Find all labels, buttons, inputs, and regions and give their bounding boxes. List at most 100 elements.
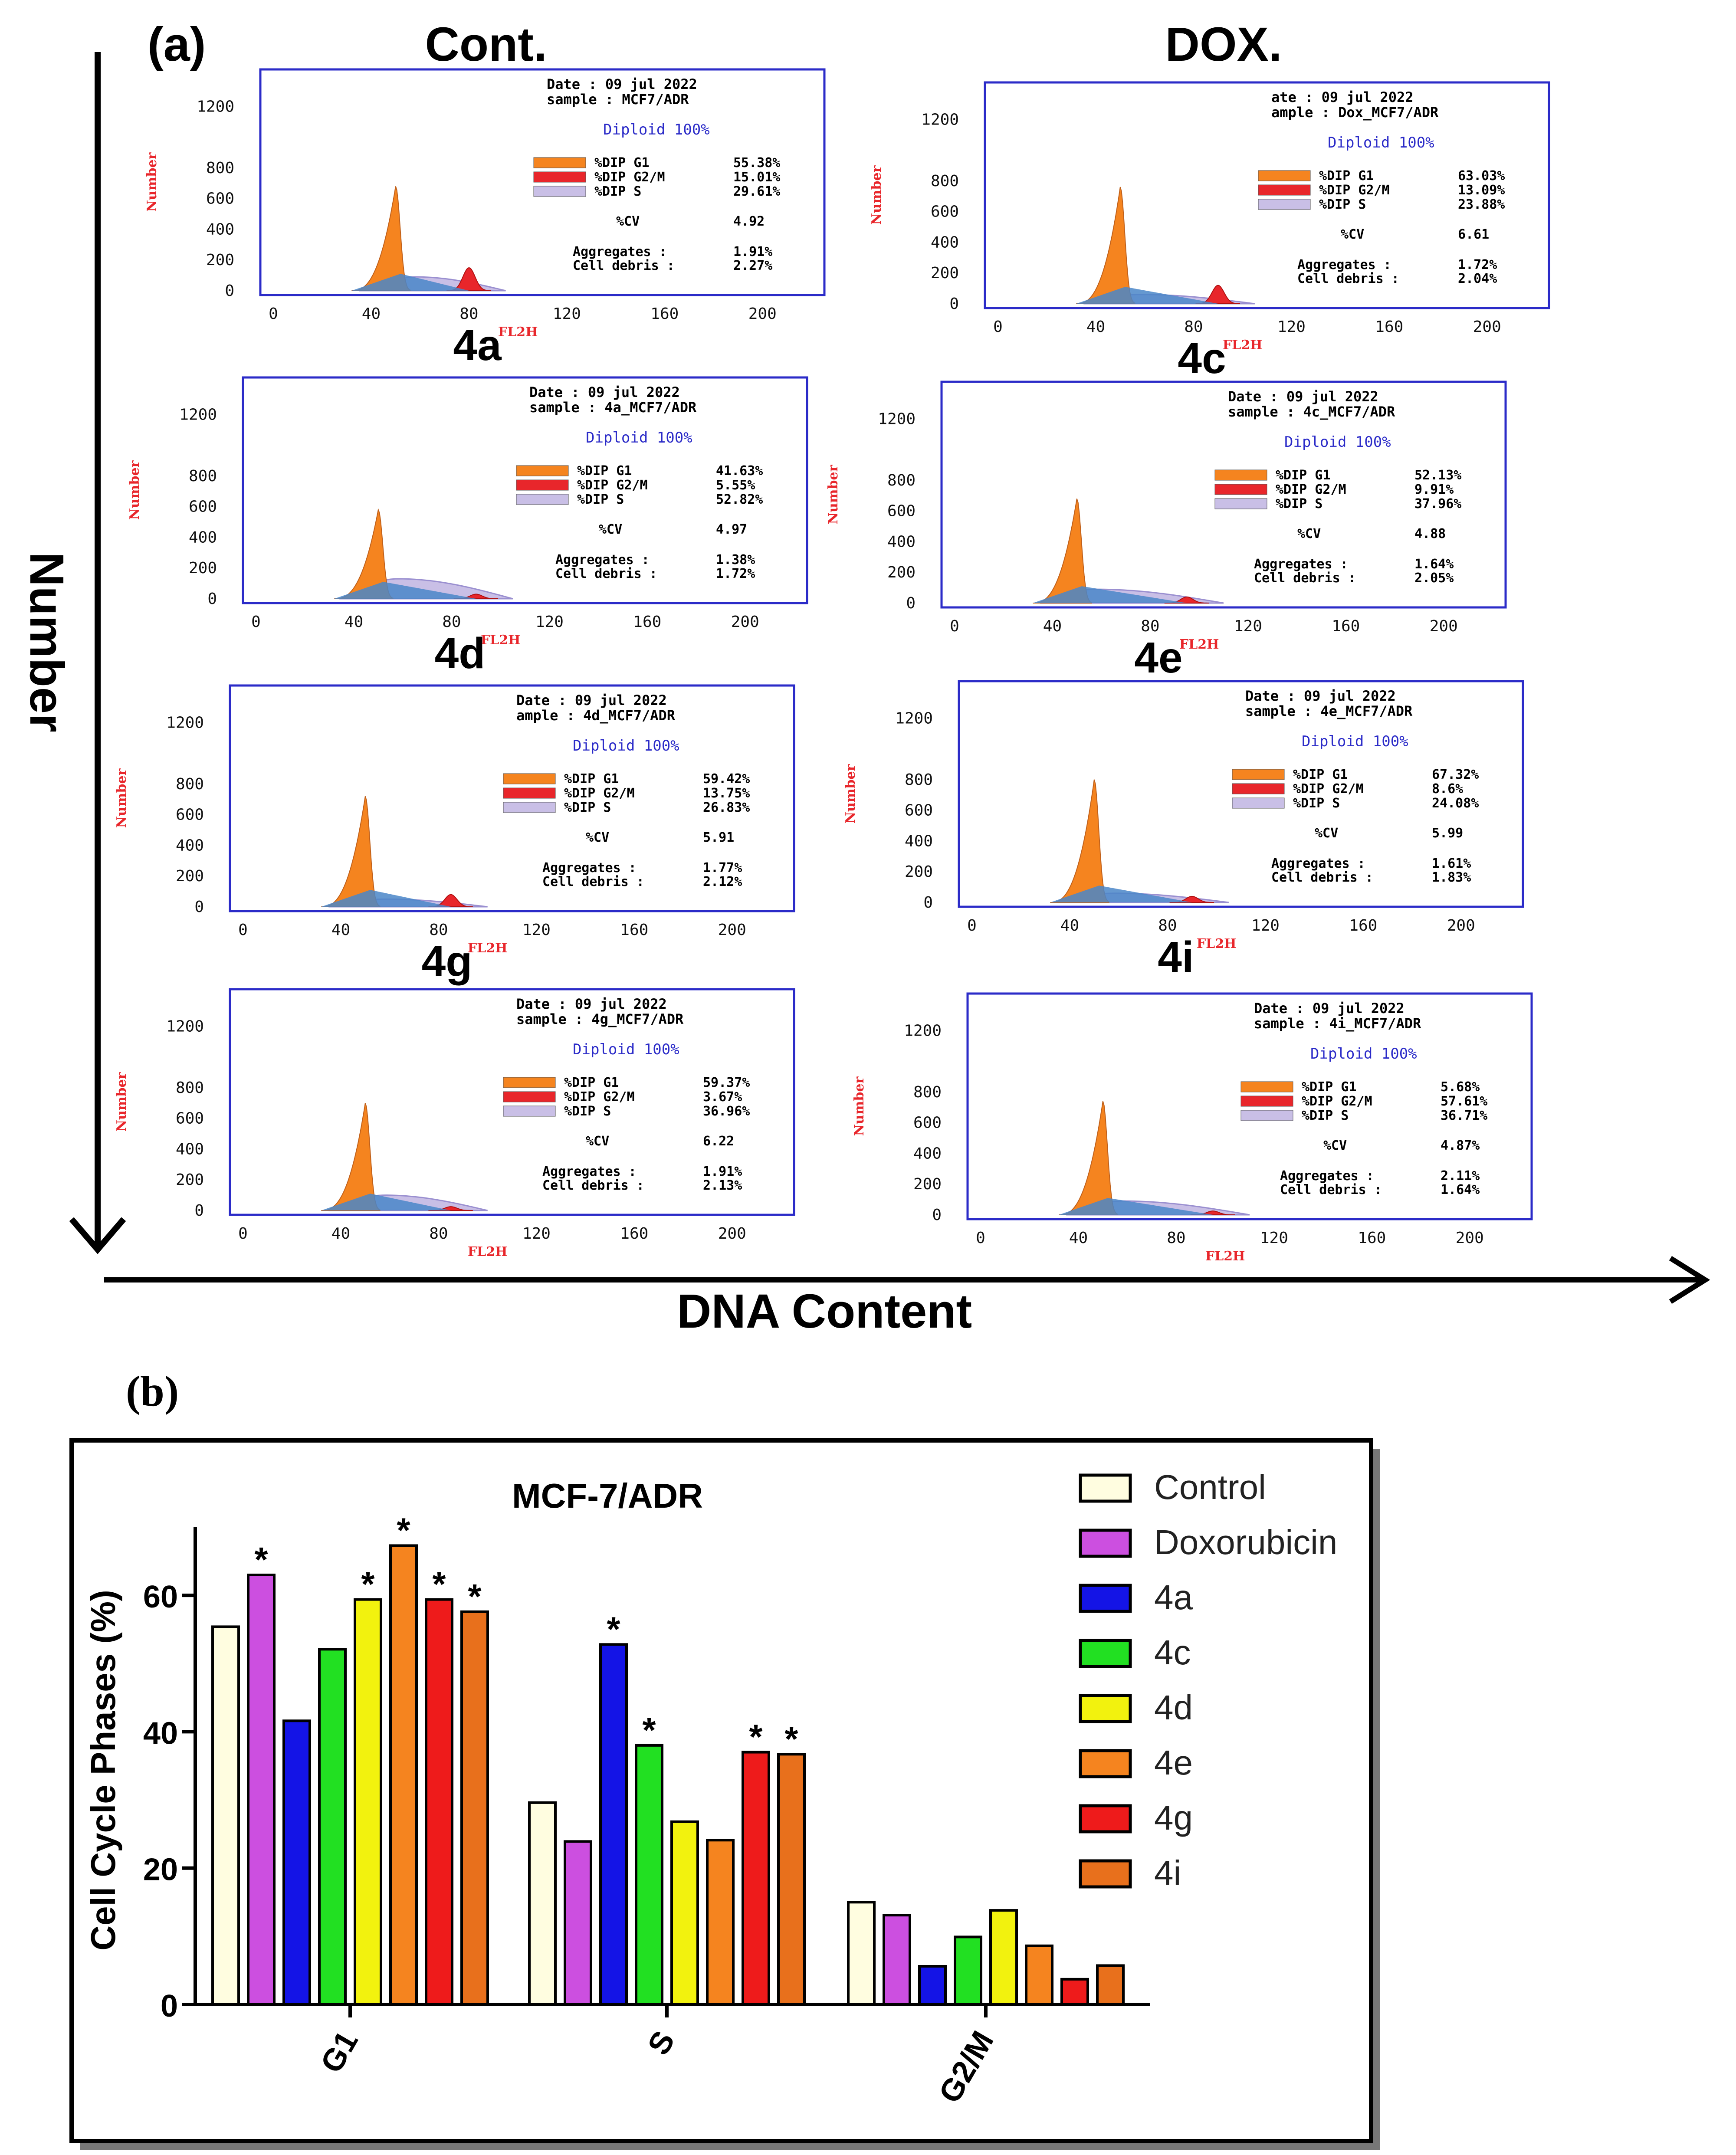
y-tick-label: 800 [176, 1079, 204, 1097]
y-tick-label: 1200 [166, 714, 204, 731]
chart-legend: Control Doxorubicin 4a 4c 4d 4e 4g 4i [1079, 1468, 1337, 1892]
x-tick-label: 200 [718, 921, 746, 939]
y-tick-label: 1200 [197, 98, 234, 115]
y-axis-arrowhead [69, 1217, 126, 1254]
row-label-g1: %DIP G1 [577, 463, 632, 479]
legend-swatch-g2m [503, 1091, 556, 1102]
x-tick-label: 0 [238, 1225, 248, 1243]
bar-4e-g2m [1025, 1944, 1053, 2006]
chart-y-label: Cell Cycle Phases (%) [84, 1590, 122, 1950]
legend-label: 4g [1154, 1798, 1193, 1837]
row-label-cv: %CV [599, 522, 622, 537]
bar-4g-s [742, 1751, 770, 2006]
x-axis-title: DNA Content [677, 1285, 972, 1338]
y-axis-small-label: Number [114, 768, 129, 828]
row-value-debris: 1.72% [716, 566, 755, 581]
x-tick-label: 120 [1251, 917, 1280, 935]
row-label-s: %DIP S [594, 184, 641, 199]
bar-4d-g1 [354, 1598, 382, 2006]
legend-swatch-g1 [533, 157, 586, 168]
row-value-g2m: 8.6% [1432, 781, 1463, 797]
legend-swatch-g1 [503, 1077, 556, 1088]
debris-baseline-area [1076, 287, 1218, 304]
y-tick-label: 600 [887, 502, 916, 520]
x-axis-small-label: FL2H [1197, 936, 1237, 951]
y-tick-label: 600 [206, 190, 234, 208]
row-label-debris: Cell debris : [542, 874, 644, 889]
row-value-cv: 4.88 [1414, 526, 1446, 541]
histogram-date: Date : 09 jul 2022 [1245, 688, 1396, 704]
bar-4d-s [670, 1820, 699, 2006]
row-value-g2m: 57.61% [1441, 1094, 1487, 1109]
y-axis-small-label: Number [869, 165, 884, 225]
x-tick-label: 0 [238, 921, 248, 939]
significance-star: * [749, 1718, 763, 1756]
row-label-g1: %DIP G1 [1293, 767, 1348, 782]
x-tick-label: 200 [1473, 318, 1501, 336]
bar-4c-g2m [954, 1935, 982, 2006]
row-value-cv: 6.22 [703, 1134, 734, 1149]
y-tick-label: 600 [905, 802, 933, 820]
histogram-date: Date : 09 jul 2022 [1254, 1000, 1405, 1017]
row-value-cv: 4.87% [1441, 1138, 1480, 1153]
x-axis-arrowhead [1669, 1256, 1710, 1304]
row-label-g1: %DIP G1 [1319, 168, 1374, 184]
legend-swatch-s [503, 1105, 556, 1117]
row-value-aggregates: 1.64% [1414, 557, 1454, 572]
histogram-caption: 4d [435, 629, 486, 678]
x-tick-label: 120 [535, 613, 564, 631]
x-tick-label: 160 [1358, 1229, 1386, 1247]
row-label-aggregates: Aggregates : [573, 244, 667, 259]
legend-label: 4a [1154, 1578, 1193, 1617]
x-axis-small-label: FL2H [498, 325, 538, 340]
bar-chart: MCF-7/ADR Cell Cycle Phases (%) 0204060G… [69, 1438, 1380, 2150]
row-value-g2m: 13.75% [703, 786, 750, 801]
row-label-aggregates: Aggregates : [1280, 1168, 1374, 1184]
row-label-aggregates: Aggregates : [1254, 557, 1348, 572]
x-tick-label: 0 [269, 305, 278, 323]
row-label-g2m: %DIP G2/M [1293, 781, 1364, 797]
x-tick-label: 40 [1060, 917, 1079, 935]
row-value-debris: 2.04% [1458, 271, 1497, 286]
x-tick-label: 40 [1086, 318, 1105, 336]
bar-doxorubicin-g1 [247, 1574, 276, 2006]
x-axis-small-label: FL2H [1179, 637, 1219, 652]
x-tick-label: 0 [251, 613, 261, 631]
histogram-date: Date : 09 jul 2022 [547, 76, 697, 92]
histogram-date: Date : 09 jul 2022 [1228, 388, 1378, 405]
y-tick-label: 200 [887, 564, 916, 581]
legend-swatch-s [1214, 498, 1267, 509]
x-tick-label: 40 [345, 613, 363, 631]
y-tick-label: 600 [176, 806, 204, 824]
y-tick-label: 400 [206, 220, 234, 238]
legend-swatch [1079, 1639, 1132, 1668]
histogram-control: 0 200 400 600 800 1200 0 40 80 120 160 200 Number FL2… [144, 68, 826, 370]
y-tick-label: 200 [931, 264, 959, 282]
y-tick-label: 800 [887, 472, 916, 489]
row-label-aggregates: Aggregates : [1297, 257, 1391, 272]
x-tick-label: 120 [553, 305, 581, 323]
row-value-g2m: 15.01% [733, 170, 780, 185]
row-label-aggregates: Aggregates : [542, 1164, 637, 1179]
legend-swatch-s [533, 186, 586, 197]
row-value-g1: 67.32% [1432, 767, 1479, 782]
y-tick-label: 400 [887, 533, 916, 551]
y-tick-label: 40 [143, 1716, 178, 1751]
histogram-diploid: Diploid 100% [1310, 1045, 1417, 1063]
debris-baseline-area [1059, 1198, 1213, 1215]
row-label-debris: Cell debris : [555, 566, 657, 581]
row-label-cv: %CV [586, 1134, 609, 1149]
legend-label: 4c [1154, 1633, 1191, 1672]
legend-swatch-s [516, 494, 569, 505]
y-tick-label: 0 [949, 295, 959, 313]
histogram-4a: 0 200 400 600 800 1200 0 40 80 120 160 200 Number FL2… [127, 376, 808, 678]
legend-swatch-g2m [1240, 1096, 1293, 1107]
legend-swatch [1079, 1859, 1132, 1889]
row-value-s: 36.96% [703, 1104, 750, 1119]
legend-swatch [1079, 1749, 1132, 1778]
x-tick-label: 160 [1375, 318, 1403, 336]
row-label-aggregates: Aggregates : [1271, 856, 1365, 871]
debris-baseline-area [334, 582, 476, 599]
row-value-s: 36.71% [1441, 1108, 1487, 1123]
histogram-sample: ample : 4d_MCF7/ADR [516, 707, 676, 724]
